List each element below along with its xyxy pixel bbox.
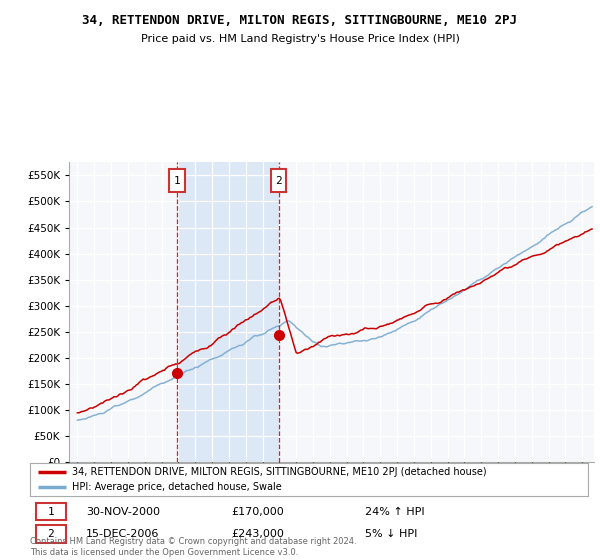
Text: 1: 1 (47, 507, 54, 517)
FancyBboxPatch shape (271, 169, 286, 192)
Text: £170,000: £170,000 (231, 507, 284, 517)
Text: 2: 2 (47, 529, 54, 539)
Text: HPI: Average price, detached house, Swale: HPI: Average price, detached house, Swal… (72, 483, 281, 492)
Text: 2: 2 (275, 176, 282, 185)
Text: 5% ↓ HPI: 5% ↓ HPI (365, 529, 417, 539)
FancyBboxPatch shape (35, 503, 66, 520)
Bar (177, 162, 278, 462)
Text: 30-NOV-2000: 30-NOV-2000 (86, 507, 160, 517)
FancyBboxPatch shape (169, 169, 185, 192)
Text: Contains HM Land Registry data © Crown copyright and database right 2024.
This d: Contains HM Land Registry data © Crown c… (30, 537, 356, 557)
Text: £243,000: £243,000 (231, 529, 284, 539)
Text: 1: 1 (173, 176, 181, 185)
Text: 24% ↑ HPI: 24% ↑ HPI (365, 507, 424, 517)
Text: 15-DEC-2006: 15-DEC-2006 (86, 529, 159, 539)
Text: Price paid vs. HM Land Registry's House Price Index (HPI): Price paid vs. HM Land Registry's House … (140, 34, 460, 44)
FancyBboxPatch shape (35, 525, 66, 543)
Text: 34, RETTENDON DRIVE, MILTON REGIS, SITTINGBOURNE, ME10 2PJ: 34, RETTENDON DRIVE, MILTON REGIS, SITTI… (83, 14, 517, 27)
Text: 34, RETTENDON DRIVE, MILTON REGIS, SITTINGBOURNE, ME10 2PJ (detached house): 34, RETTENDON DRIVE, MILTON REGIS, SITTI… (72, 467, 487, 477)
